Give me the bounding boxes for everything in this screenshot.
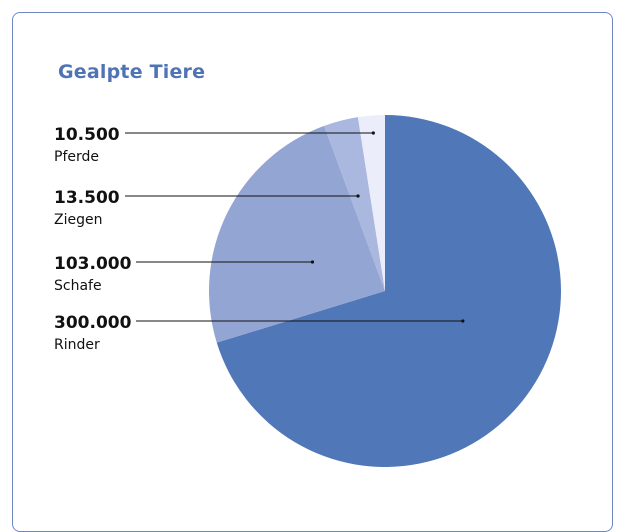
slice-value-label: 300.000 [54, 313, 132, 333]
slice-name-label: Pferde [54, 149, 99, 165]
slice-value-label: 10.500 [54, 125, 120, 145]
slice-name-label: Schafe [54, 278, 102, 294]
callout-dot [371, 131, 375, 135]
callout-schafe: 103.000 Schafe [54, 254, 315, 294]
slice-value-label: 103.000 [54, 254, 132, 274]
slice-value-label: 13.500 [54, 188, 120, 208]
chart-title: Gealpte Tiere [58, 61, 206, 83]
callout-dot [356, 194, 360, 198]
pie-slice-pferde [357, 115, 385, 291]
pie-slice-rinder [216, 115, 561, 467]
pie-callouts: 10.500 Pferde 13.500 Ziegen 103.000 Schafe 300… [54, 125, 465, 353]
callout-pferde: 10.500 Pferde [54, 125, 375, 165]
slice-name-label: Rinder [54, 337, 100, 353]
callout-ziegen: 13.500 Ziegen [54, 188, 360, 228]
callout-dot [461, 319, 465, 323]
callout-rinder: 300.000 Rinder [54, 313, 465, 353]
pie-slice-ziegen [324, 117, 385, 291]
callout-dot [310, 260, 315, 264]
pie-slice-schafe [209, 125, 385, 343]
slice-name-label: Ziegen [54, 212, 102, 228]
pie-slices [209, 115, 561, 467]
pie-chart: 10.500 Pferde 13.500 Ziegen 103.000 Schafe 300… [54, 115, 561, 467]
